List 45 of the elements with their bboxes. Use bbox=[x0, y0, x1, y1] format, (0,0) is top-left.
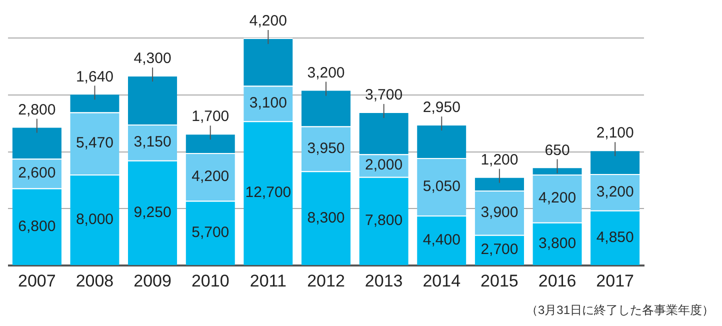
data-label: 3,150 bbox=[134, 134, 172, 151]
data-label: 7,800 bbox=[365, 212, 403, 230]
data-label: 8,000 bbox=[76, 210, 114, 228]
x-tick-label: 2016 bbox=[538, 271, 576, 290]
data-label: 3,700 bbox=[365, 86, 403, 104]
data-label: 5,700 bbox=[192, 224, 230, 242]
data-label: 2,950 bbox=[422, 99, 460, 116]
text: （3月31日に終了した各事業年度） bbox=[524, 302, 714, 319]
data-label: 1,640 bbox=[76, 68, 114, 86]
data-label: 4,300 bbox=[134, 50, 172, 68]
data-label: 3,200 bbox=[596, 183, 634, 200]
x-tick-label: 2013 bbox=[364, 271, 403, 290]
data-label: 4,200 bbox=[249, 12, 287, 30]
data-label: 3,900 bbox=[480, 204, 518, 221]
x-tick-label: 2011 bbox=[250, 271, 286, 290]
data-label: 1,700 bbox=[192, 108, 230, 126]
data-label: 9,250 bbox=[134, 204, 172, 221]
data-label: 4,200 bbox=[192, 168, 230, 185]
x-tick-label: 2017 bbox=[596, 271, 634, 290]
data-label: 3,950 bbox=[307, 140, 345, 157]
data-label: 4,850 bbox=[596, 228, 634, 246]
data-label: 4,400 bbox=[422, 231, 460, 248]
data-label: 12,700 bbox=[245, 184, 292, 202]
x-tick-label: 2015 bbox=[480, 271, 518, 290]
data-label: 2,000 bbox=[365, 156, 403, 174]
data-label: 650 bbox=[544, 142, 570, 159]
data-label: 3,200 bbox=[307, 64, 345, 82]
x-tick-label: 2010 bbox=[191, 271, 230, 290]
data-label: 3,100 bbox=[249, 94, 287, 112]
x-tick-label: 2012 bbox=[307, 271, 345, 290]
x-tick-label: 2007 bbox=[18, 271, 56, 290]
x-tick-label: 2014 bbox=[422, 271, 461, 290]
data-label: 6,800 bbox=[18, 218, 56, 235]
data-label: 1,200 bbox=[480, 151, 518, 168]
data-label: 4,200 bbox=[538, 190, 576, 207]
data-label: 8,300 bbox=[307, 209, 345, 226]
data-label: 5,050 bbox=[422, 178, 460, 195]
data-label: 2,700 bbox=[480, 241, 518, 258]
data-label: 3,800 bbox=[538, 234, 576, 252]
data-label: 2,600 bbox=[18, 164, 56, 182]
data-label: 5,470 bbox=[76, 134, 114, 152]
x-tick-label: 2008 bbox=[76, 271, 114, 290]
data-label: 2,800 bbox=[18, 101, 56, 118]
x-tick-label: 2009 bbox=[134, 271, 172, 290]
data-label: 2,100 bbox=[596, 124, 634, 142]
